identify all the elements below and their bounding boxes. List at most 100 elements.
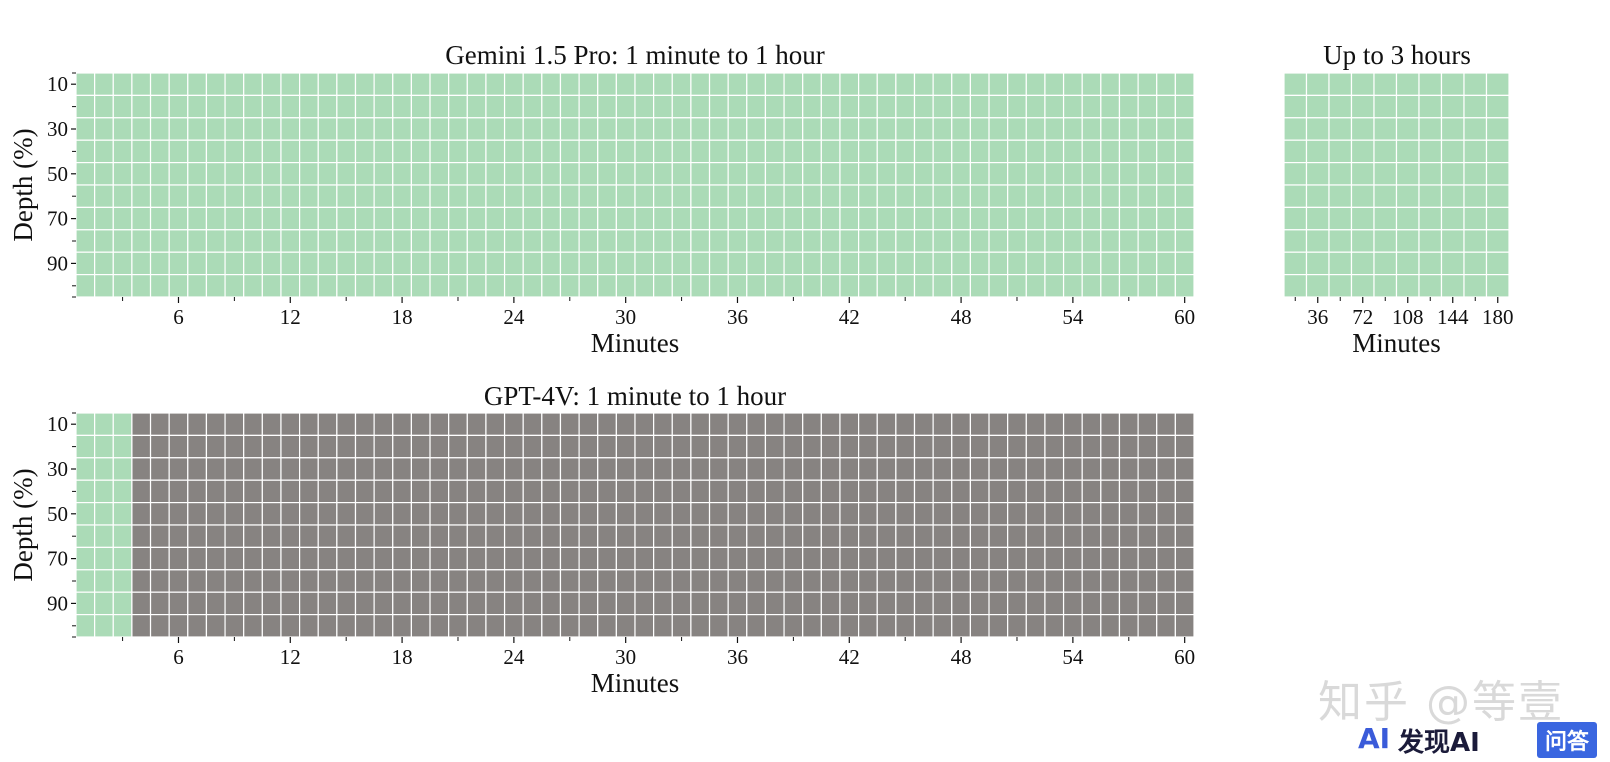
heatmap-cell (1025, 206, 1046, 231)
heatmap-cell (913, 229, 934, 253)
heatmap-cell (839, 479, 860, 504)
heatmap-cell (94, 117, 114, 141)
heatmap-cell (690, 457, 711, 481)
heatmap-cell (597, 569, 617, 593)
heatmap-cell (75, 546, 96, 571)
heatmap-cell (373, 569, 394, 593)
heatmap-cell (690, 229, 711, 253)
heatmap-cell (261, 162, 282, 186)
heatmap-cell (410, 457, 431, 481)
heatmap-cell (168, 274, 189, 298)
heatmap-cell (75, 412, 96, 436)
heatmap-cell (336, 94, 357, 119)
heatmap-cell (1463, 274, 1488, 298)
heatmap-cell (112, 251, 133, 276)
heatmap-cell (448, 524, 468, 548)
heatmap-cell (969, 72, 990, 96)
heatmap-cell (1062, 139, 1083, 164)
heatmap-cell (149, 569, 170, 593)
heatmap-cell (485, 139, 506, 164)
heatmap-cell (131, 613, 152, 638)
heatmap-cell (1118, 457, 1139, 481)
x-tick-label: 48 (951, 305, 972, 329)
heatmap-cell (1025, 162, 1046, 186)
heatmap-cell (951, 206, 971, 231)
heatmap-cell (783, 412, 804, 436)
heatmap-cell (485, 613, 506, 638)
heatmap-cell (187, 524, 208, 548)
heatmap-cell (75, 251, 96, 276)
heatmap-cell (373, 412, 394, 436)
heatmap-cell (1100, 457, 1121, 481)
heatmap-cell (708, 591, 729, 616)
heatmap-cell (429, 613, 450, 638)
heatmap-cell (1081, 524, 1102, 548)
heatmap-cell (485, 251, 506, 276)
heatmap-cell (1044, 274, 1065, 298)
heatmap-cell (727, 524, 748, 548)
heatmap-cell (131, 94, 152, 119)
heatmap-cell (205, 434, 226, 459)
heatmap-cell (951, 94, 971, 119)
heatmap-cell (112, 613, 133, 638)
heatmap-cell (243, 94, 263, 119)
heatmap-cell (373, 162, 394, 186)
heatmap-cell (857, 229, 878, 253)
x-tick-label: 54 (1062, 645, 1084, 669)
heatmap-cell (1174, 502, 1195, 526)
heatmap-cell (1100, 524, 1121, 548)
heatmap-cell (187, 229, 208, 253)
heatmap-cell (112, 229, 133, 253)
heatmap-cell (820, 184, 841, 208)
heatmap-cell (373, 502, 394, 526)
heatmap-cell (690, 162, 711, 186)
heatmap-cell (205, 117, 226, 141)
heatmap-cell (448, 479, 468, 504)
heatmap-cell (224, 251, 245, 276)
heatmap-cell (1463, 72, 1488, 96)
heatmap-cell (634, 434, 655, 459)
heatmap-cell (131, 479, 152, 504)
heatmap-cell (94, 546, 114, 571)
watermark-zhihu: 知乎 @等壹 (1318, 677, 1564, 728)
heatmap-cell (224, 117, 245, 141)
heatmap-cell (149, 524, 170, 548)
heatmap-cell (168, 613, 189, 638)
heatmap-cell (485, 94, 506, 119)
heatmap-cell (615, 524, 636, 548)
heatmap-cell (1025, 72, 1046, 96)
heatmap-cell (1007, 613, 1027, 638)
heatmap-cell (690, 412, 711, 436)
heatmap-cell (317, 251, 338, 276)
heatmap-cell (1062, 251, 1083, 276)
heatmap-cell (1118, 412, 1139, 436)
heatmap-cell (1100, 94, 1121, 119)
heatmap-cell (466, 591, 487, 616)
heatmap-cell (895, 434, 916, 459)
heatmap-cell (1137, 72, 1158, 96)
heatmap-cell (671, 72, 692, 96)
heatmap-cell (839, 569, 860, 593)
heatmap-cell (969, 412, 990, 436)
heatmap-cell (653, 206, 673, 231)
heatmap-cell (224, 162, 245, 186)
heatmap-cell (1156, 591, 1176, 616)
x-tick-label: 6 (173, 645, 184, 669)
heatmap-cell (913, 274, 934, 298)
heatmap-cell (373, 524, 394, 548)
heatmap-cell (671, 457, 692, 481)
heatmap-cell (75, 613, 96, 638)
heatmap-cell (429, 274, 450, 298)
heatmap-cell (1283, 274, 1308, 298)
heatmap-cell (932, 72, 953, 96)
heatmap-cell (503, 162, 524, 186)
heatmap-cell (895, 591, 916, 616)
heatmap-cell (336, 412, 357, 436)
chart-title: GPT-4V: 1 minute to 1 hour (484, 381, 786, 411)
x-tick-label: 36 (727, 305, 748, 329)
heatmap-cell (876, 412, 897, 436)
heatmap-cell (1305, 206, 1330, 231)
heatmap-cell (410, 162, 431, 186)
y-tick-label: 90 (47, 591, 68, 615)
heatmap-cell (951, 139, 971, 164)
